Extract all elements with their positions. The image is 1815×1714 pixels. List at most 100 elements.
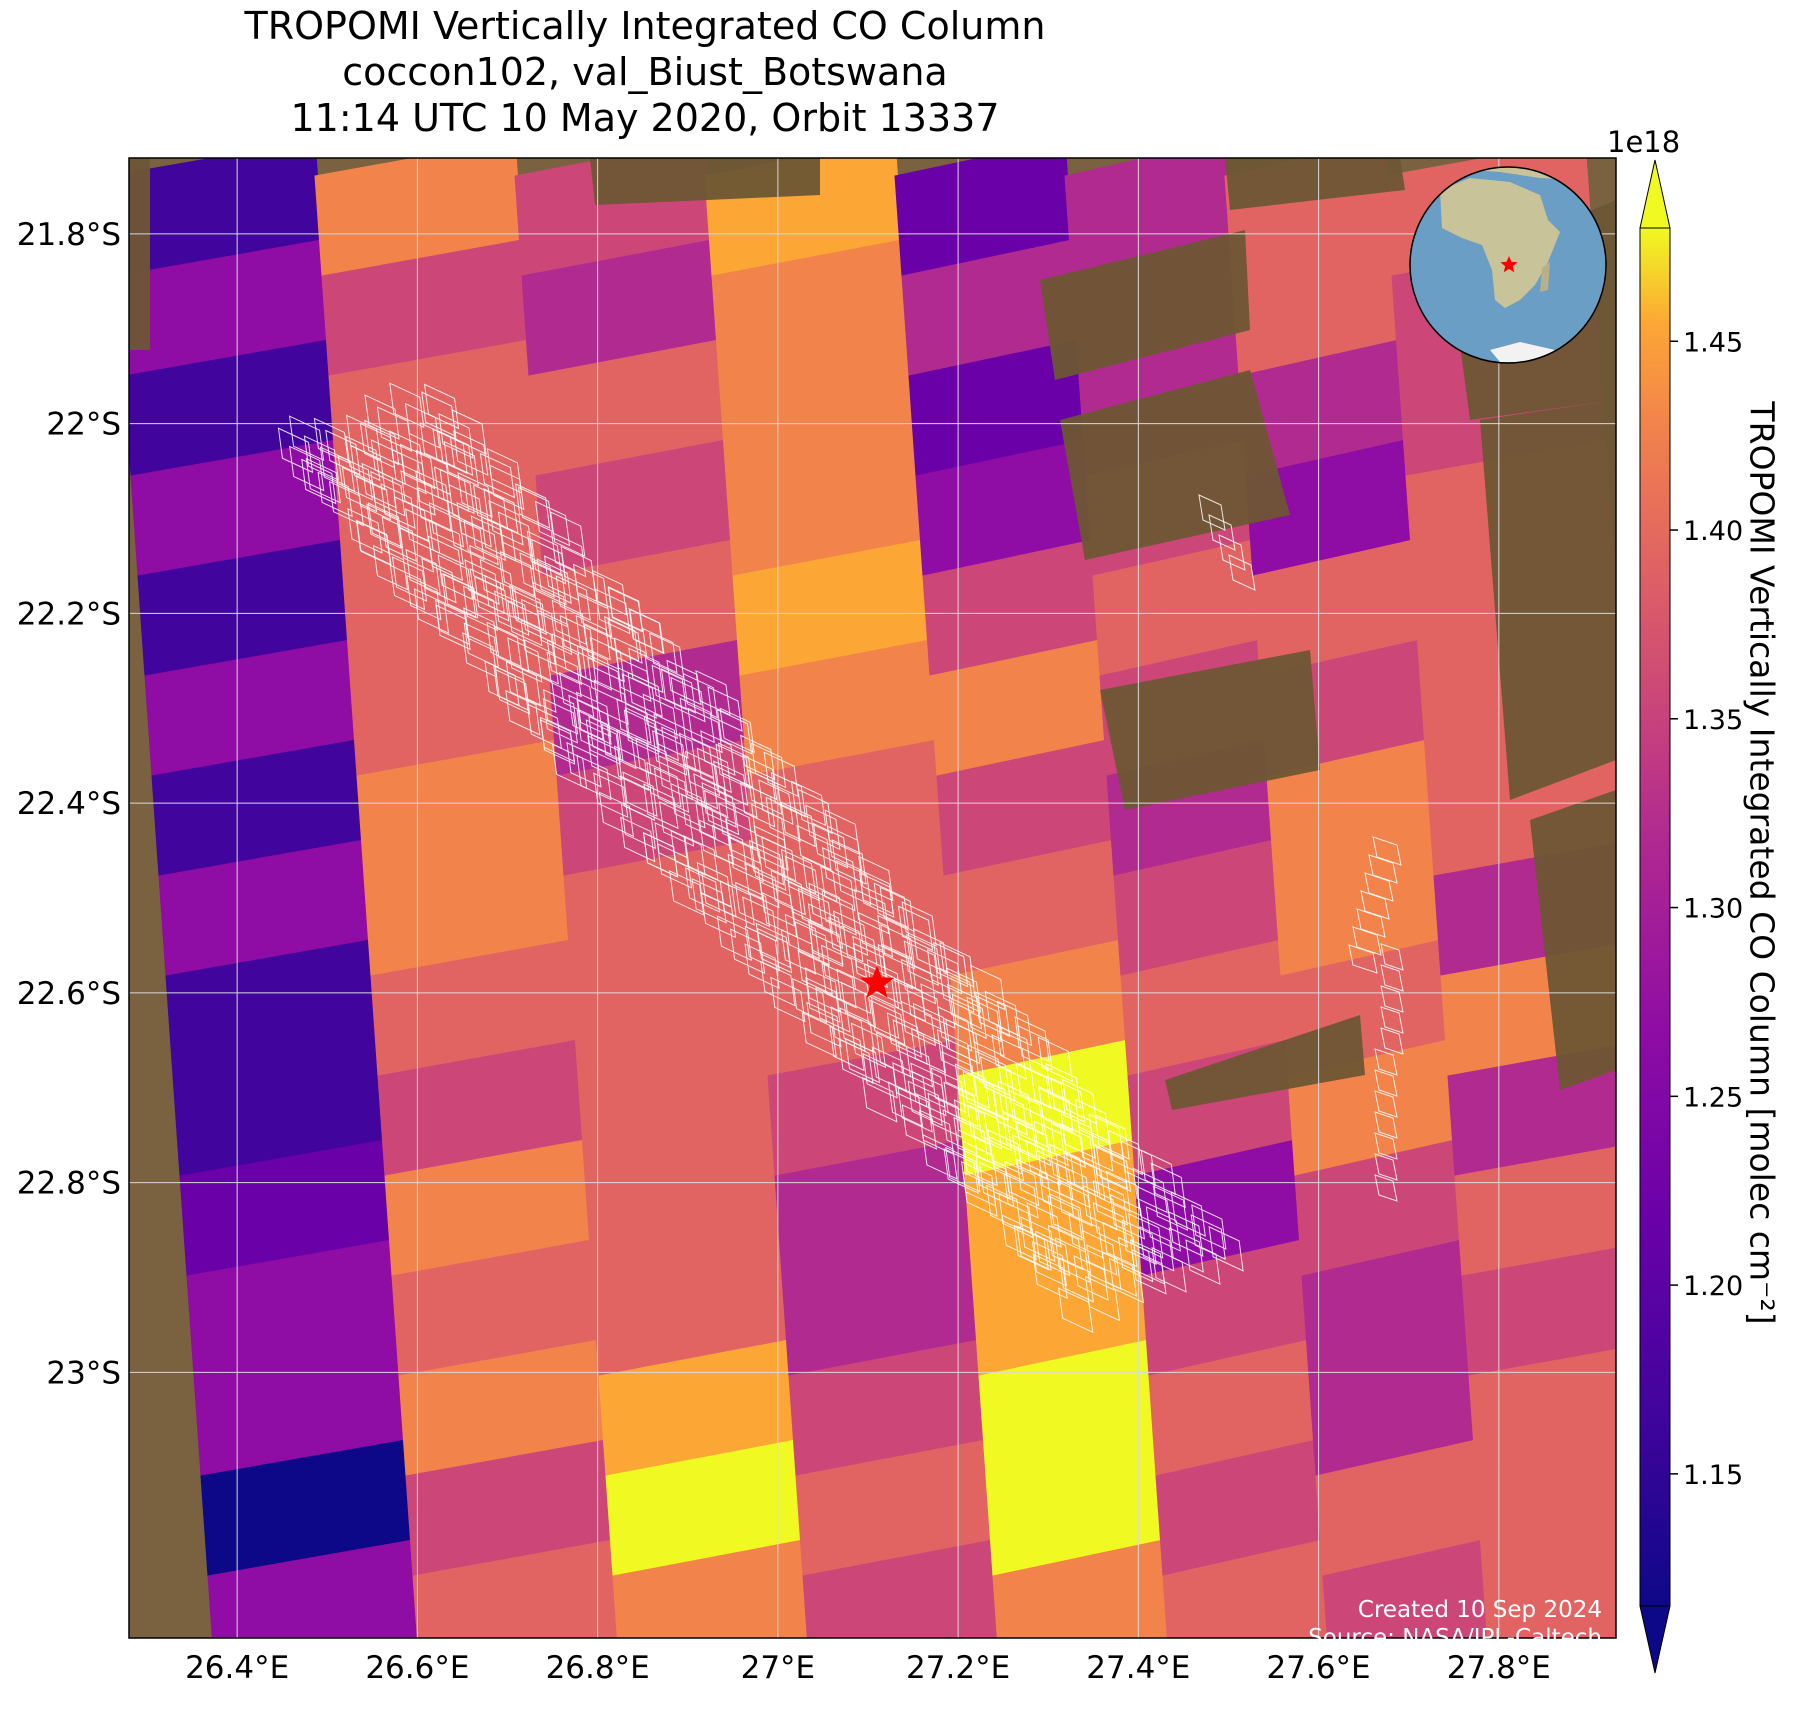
globe-outline (1409, 166, 1607, 364)
footprint-cell (1049, 1143, 1085, 1190)
footprint-cell (550, 511, 586, 557)
footprint-cell (1047, 1194, 1083, 1241)
lon-tick-label: 27.6°E (1267, 1650, 1371, 1686)
footprint-cell (1380, 1027, 1404, 1055)
footprint-cell (930, 1067, 967, 1113)
footprint-cell (1128, 1212, 1164, 1259)
footprint-cell (805, 977, 841, 1023)
footprint-cell (1170, 1191, 1206, 1237)
footprint-cell (598, 791, 634, 838)
site-star-marker (859, 965, 895, 998)
footprint-cell (469, 544, 505, 591)
footprint-cell (653, 713, 689, 759)
footprint-cell (1374, 1048, 1398, 1076)
footprint-cell (364, 419, 400, 466)
footprint-cell (996, 1000, 1033, 1047)
colorbar-tick-label: 1.40 (1683, 516, 1743, 547)
footprint-cell (587, 735, 623, 781)
footprint-cell (682, 763, 719, 810)
lon-tick-label: 27°E (741, 1650, 816, 1686)
footprint-cell (551, 599, 587, 646)
footprint-cell (758, 779, 794, 825)
footprint-cell (991, 1034, 1027, 1080)
footprint-cell (973, 1074, 1010, 1121)
lat-tick-label: 23°S (46, 1355, 121, 1391)
footprint-cell (627, 671, 663, 718)
land-patch (1100, 650, 1320, 810)
footprint-cell (1168, 1227, 1204, 1273)
footprint-cell (576, 754, 612, 801)
footprint-cell (941, 1051, 977, 1097)
footprint-cell (1208, 1226, 1244, 1272)
footprint-cell (1055, 1162, 1091, 1209)
land-patch (1165, 1015, 1365, 1110)
footprint-cell (820, 865, 856, 912)
footprint-cell (750, 742, 787, 789)
footprint-cell (413, 588, 450, 634)
footprint-cell (719, 880, 755, 926)
footprint-cell (1145, 1206, 1181, 1252)
footprint-cell (531, 559, 567, 606)
footprint-cell (780, 801, 816, 848)
footprint-cell (656, 842, 693, 889)
footprint-cell (1150, 1162, 1186, 1209)
footprint-cell (542, 697, 578, 744)
globe-madagascar (1540, 262, 1550, 292)
colorbar-min-extend-arrow (1639, 1605, 1671, 1674)
colorbar-ticks: 1.15 1.20 1.25 1.30 1.35 1.40 1.45 (1670, 327, 1743, 1491)
footprint-cell (1031, 1240, 1068, 1287)
footprint-cell (652, 730, 688, 776)
footprint-cell (684, 867, 721, 913)
footprint-cell (807, 903, 844, 949)
footprint-cell (629, 608, 665, 655)
lat-tick-label: 22.2°S (17, 596, 121, 632)
footprint-cell (313, 417, 350, 464)
footprint-cell (801, 1011, 837, 1058)
footprint-cell (462, 585, 499, 632)
footprint-cell (660, 668, 697, 714)
figure-title-line-1: TROPOMI Vertically Integrated CO Column (244, 4, 1046, 48)
footprint-cell (370, 470, 406, 517)
footprint-cell (1012, 1134, 1048, 1180)
footprint-cell (449, 514, 485, 561)
footprint-cell (1191, 1204, 1227, 1250)
footprint-cell (716, 915, 753, 962)
footprint-cell (1364, 872, 1394, 902)
footprint-cell (945, 1018, 981, 1065)
footprint-cell (1218, 534, 1246, 571)
footprint-cell (858, 855, 894, 902)
footprint-cell (1374, 1174, 1398, 1202)
footprint-cell (1380, 943, 1404, 971)
footprint-cell (946, 983, 983, 1030)
footprint-cell (927, 1092, 963, 1139)
footprint-cell (507, 637, 543, 683)
footprint-cell (519, 552, 555, 598)
footprint-cell (827, 825, 863, 872)
footprint-cell (399, 443, 436, 490)
footprint-cell (901, 901, 937, 947)
footprint-cell (505, 689, 541, 736)
footprint-cell (729, 928, 766, 974)
footprint-cell (1228, 554, 1256, 591)
footprint-cell (784, 913, 820, 960)
footprint-cell (691, 877, 727, 924)
footprint-cell (1360, 890, 1390, 920)
lat-tick-label: 21.8°S (17, 217, 121, 253)
footprint-cell (877, 943, 913, 990)
footprint-cell (962, 1171, 998, 1217)
footprint-cell (796, 824, 832, 871)
footprint-cell (1032, 1253, 1068, 1300)
footprint-cell (515, 483, 551, 529)
footprint-cell (780, 928, 817, 975)
footprint-cell (970, 964, 1006, 1011)
footprint-cell (862, 1053, 898, 1099)
footprint-cell (423, 383, 460, 430)
footprint-cell (699, 819, 735, 866)
footprint-cell (797, 788, 833, 835)
co-pixel (207, 1539, 421, 1638)
longitude-tick-labels: 26.4°E 26.6°E 26.8°E 27°E 27.2°E 27.4°E 27.6°E… (185, 1650, 1551, 1686)
footprint-cell (802, 856, 838, 903)
footprint-cell (391, 556, 428, 602)
footprint-cell (988, 1135, 1025, 1182)
